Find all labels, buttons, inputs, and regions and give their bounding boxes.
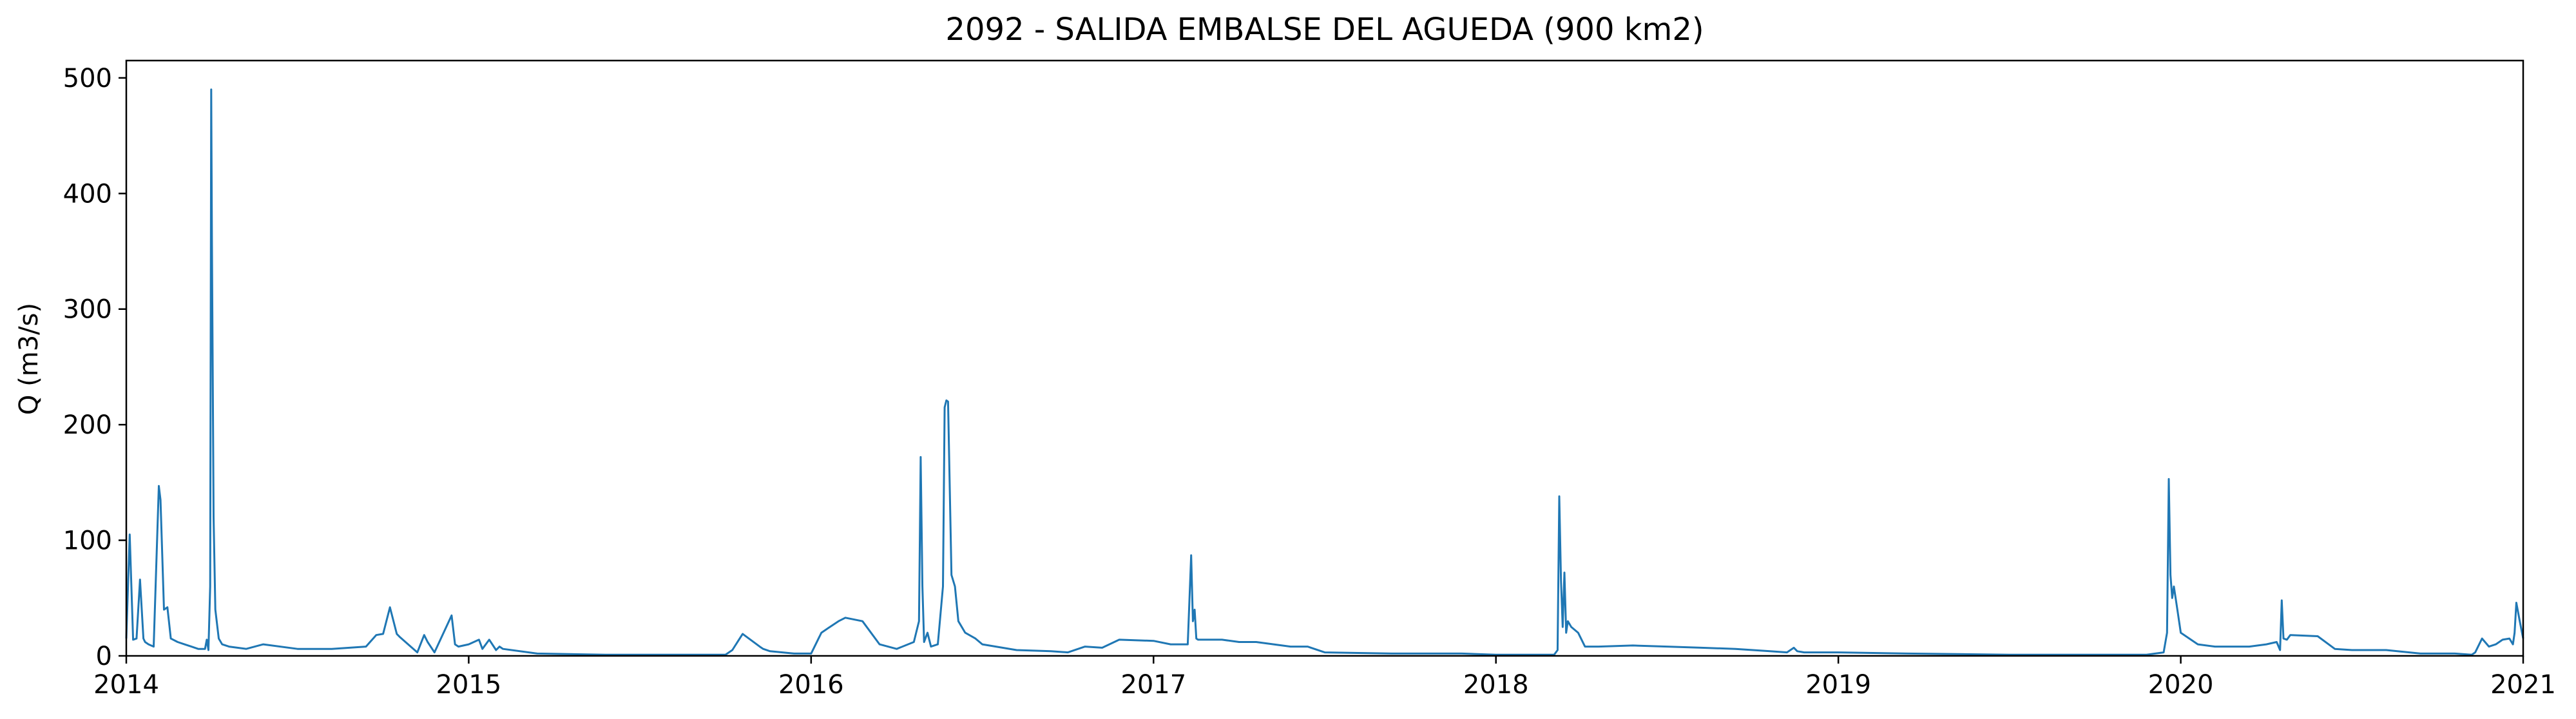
x-tick-label: 2015 [436,670,502,700]
y-tick-label: 100 [63,526,112,556]
x-tick-label: 2021 [2490,670,2556,700]
series-line-0 [125,88,2524,656]
x-axis-ticks: 2014 2015 2016 2017 2018 2019 2020 2021 [93,656,2556,700]
plot-frame [125,59,2524,657]
y-axis-label: Q (m3/s) [14,303,44,415]
y-tick-label: 0 [96,642,112,671]
x-tick-label: 2018 [1463,670,1529,700]
y-tick-label: 200 [63,410,112,440]
x-tick-label: 2017 [1120,670,1186,700]
series-group [125,88,2524,656]
x-tick-label: 2016 [778,670,844,700]
y-axis-ticks: 0 100 200 300 400 500 [63,64,126,671]
chart-title: 2092 - SALIDA EMBALSE DEL AGUEDA (900 km… [945,12,1704,48]
y-tick-label: 300 [63,295,112,325]
x-tick-label: 2019 [1805,670,1871,700]
x-tick-label: 2020 [2148,670,2214,700]
x-tick-label: 2014 [93,670,159,700]
y-tick-label: 400 [63,179,112,209]
y-tick-label: 500 [63,64,112,93]
